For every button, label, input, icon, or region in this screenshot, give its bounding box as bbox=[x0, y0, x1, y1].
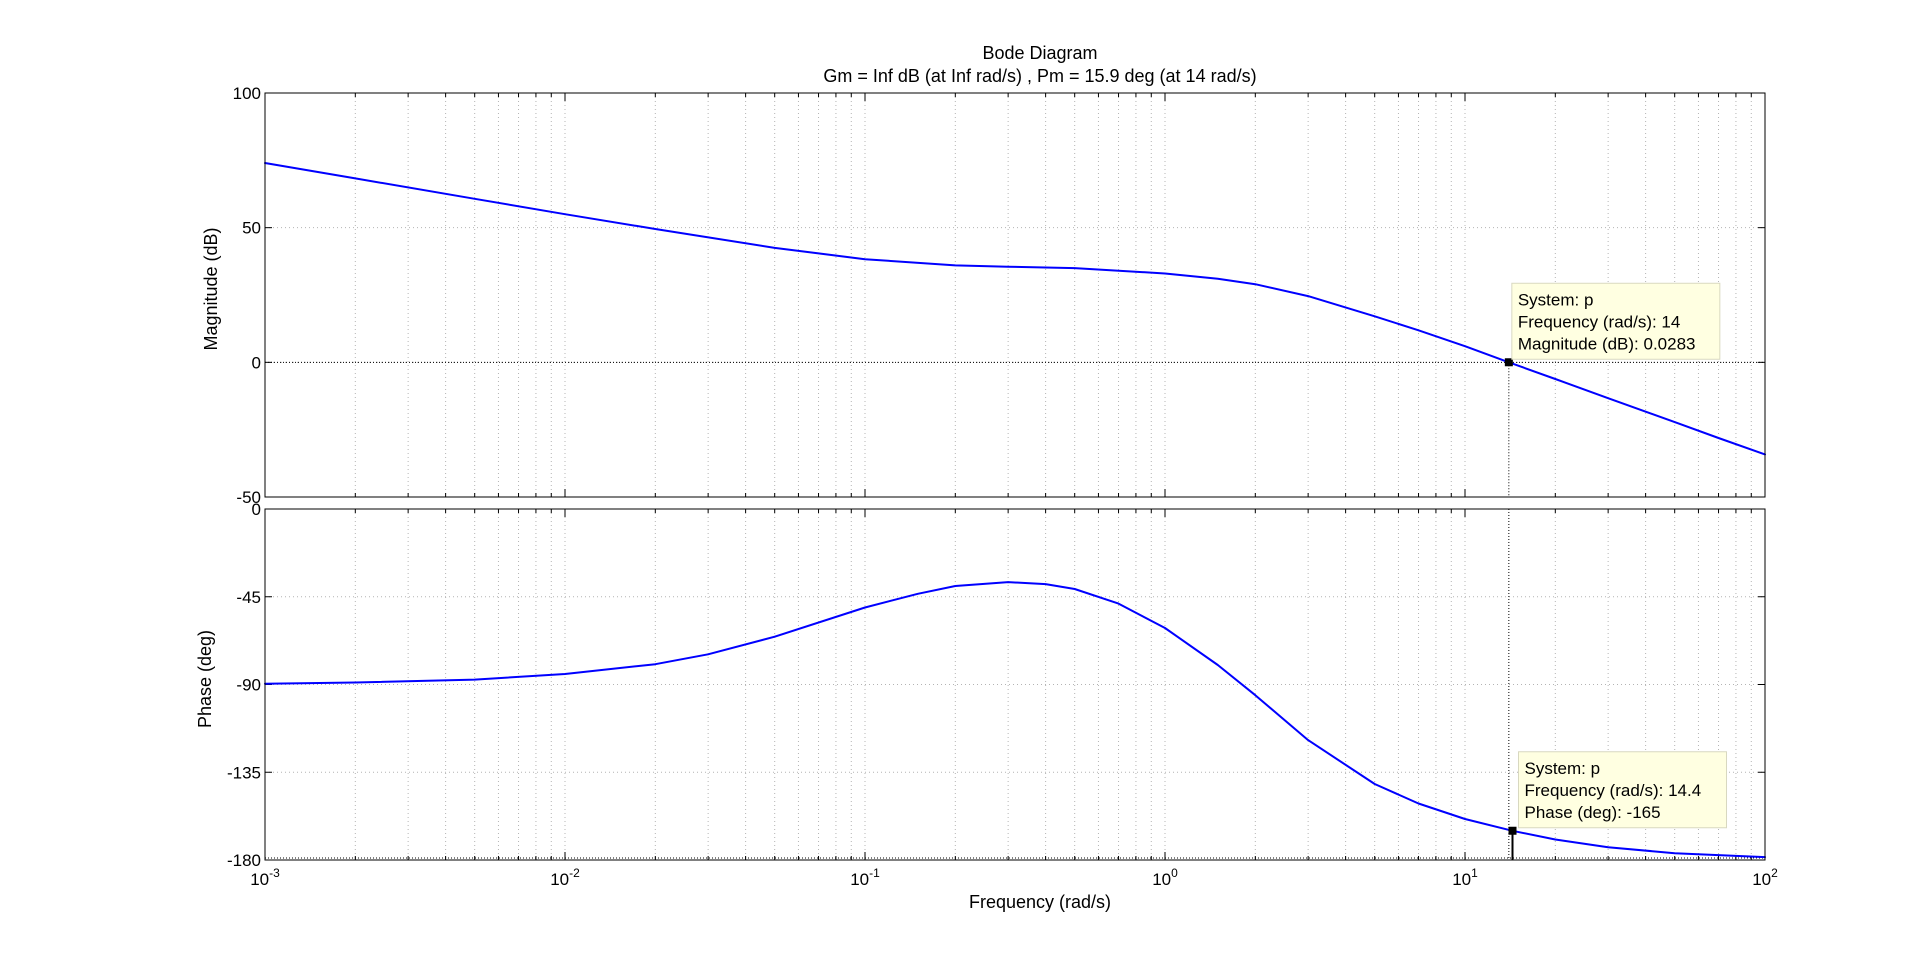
phase-plot-area bbox=[265, 509, 1765, 860]
phase-axis-label: Phase (deg) bbox=[195, 630, 215, 728]
x-tick-base: 10 bbox=[550, 870, 569, 889]
datatip-marker bbox=[1504, 358, 1513, 367]
x-tick-label: 100 bbox=[1152, 866, 1178, 889]
phase-panel: 0 -45 -90 -135 -180 bbox=[227, 500, 1766, 870]
phase-y-tick-label: 0 bbox=[252, 500, 261, 519]
x-tick-label: 101 bbox=[1452, 866, 1478, 889]
magnitude-y-tick-label: 100 bbox=[233, 84, 261, 103]
magnitude-y-tick-label: 0 bbox=[252, 353, 261, 372]
phase-y-tick-label: -90 bbox=[236, 676, 261, 695]
chart-title: Bode Diagram bbox=[982, 43, 1097, 63]
phase-y-tick-label: -135 bbox=[227, 763, 261, 782]
datatip-text-line: Frequency (rad/s): 14 bbox=[1518, 312, 1681, 331]
magnitude-datatip: System: p Frequency (rad/s): 14 Magnitude … bbox=[1504, 282, 1721, 860]
magnitude-y-tick-label: -50 bbox=[236, 488, 261, 507]
x-tick-exponent: -2 bbox=[569, 866, 580, 880]
magnitude-series-line bbox=[264, 162, 1766, 456]
datatip-box bbox=[1511, 282, 1721, 360]
x-tick-label: 10-1 bbox=[850, 866, 880, 889]
datatip-text-line: System: p bbox=[1518, 290, 1594, 309]
phase-series-line bbox=[264, 581, 1766, 859]
phase-datatip: System: p Frequency (rad/s): 14.4 Phase (d… bbox=[1508, 751, 1728, 860]
x-tick-exponent: 2 bbox=[1771, 866, 1778, 880]
datatip-text-line: System: p bbox=[1525, 759, 1601, 778]
x-tick-exponent: 0 bbox=[1171, 866, 1178, 880]
phase-axes-box bbox=[264, 508, 1766, 861]
x-tick-exponent: -3 bbox=[269, 866, 280, 880]
datatip-text-line: Phase (deg): -165 bbox=[1525, 803, 1661, 822]
datatip-box bbox=[1518, 751, 1728, 829]
x-tick-label: 102 bbox=[1752, 866, 1778, 889]
magnitude-axes-box bbox=[264, 92, 1766, 498]
magnitude-y-tick-label: 50 bbox=[242, 219, 261, 238]
x-axis-label: Frequency (rad/s) bbox=[969, 892, 1111, 912]
x-tick-exponent: -1 bbox=[869, 866, 880, 880]
phase-y-tick-label: -45 bbox=[236, 588, 261, 607]
x-tick-exponent: 1 bbox=[1471, 866, 1478, 880]
x-tick-base: 10 bbox=[250, 870, 269, 889]
x-tick-base: 10 bbox=[1452, 870, 1471, 889]
chart-subtitle: Gm = Inf dB (at Inf rad/s) , Pm = 15.9 d… bbox=[823, 66, 1256, 86]
x-tick-base: 10 bbox=[1152, 870, 1171, 889]
datatip-text-line: Frequency (rad/s): 14.4 bbox=[1525, 781, 1702, 800]
phase-y-tick-label: -180 bbox=[227, 851, 261, 870]
datatip-marker bbox=[1508, 826, 1517, 835]
x-tick-label: 10-2 bbox=[550, 866, 580, 889]
datatip-text-line: Magnitude (dB): 0.0283 bbox=[1518, 334, 1696, 353]
magnitude-axis-label: Magnitude (dB) bbox=[201, 227, 221, 350]
x-tick-base: 10 bbox=[1752, 870, 1771, 889]
x-tick-label: 10-3 bbox=[250, 866, 280, 889]
x-tick-base: 10 bbox=[850, 870, 869, 889]
